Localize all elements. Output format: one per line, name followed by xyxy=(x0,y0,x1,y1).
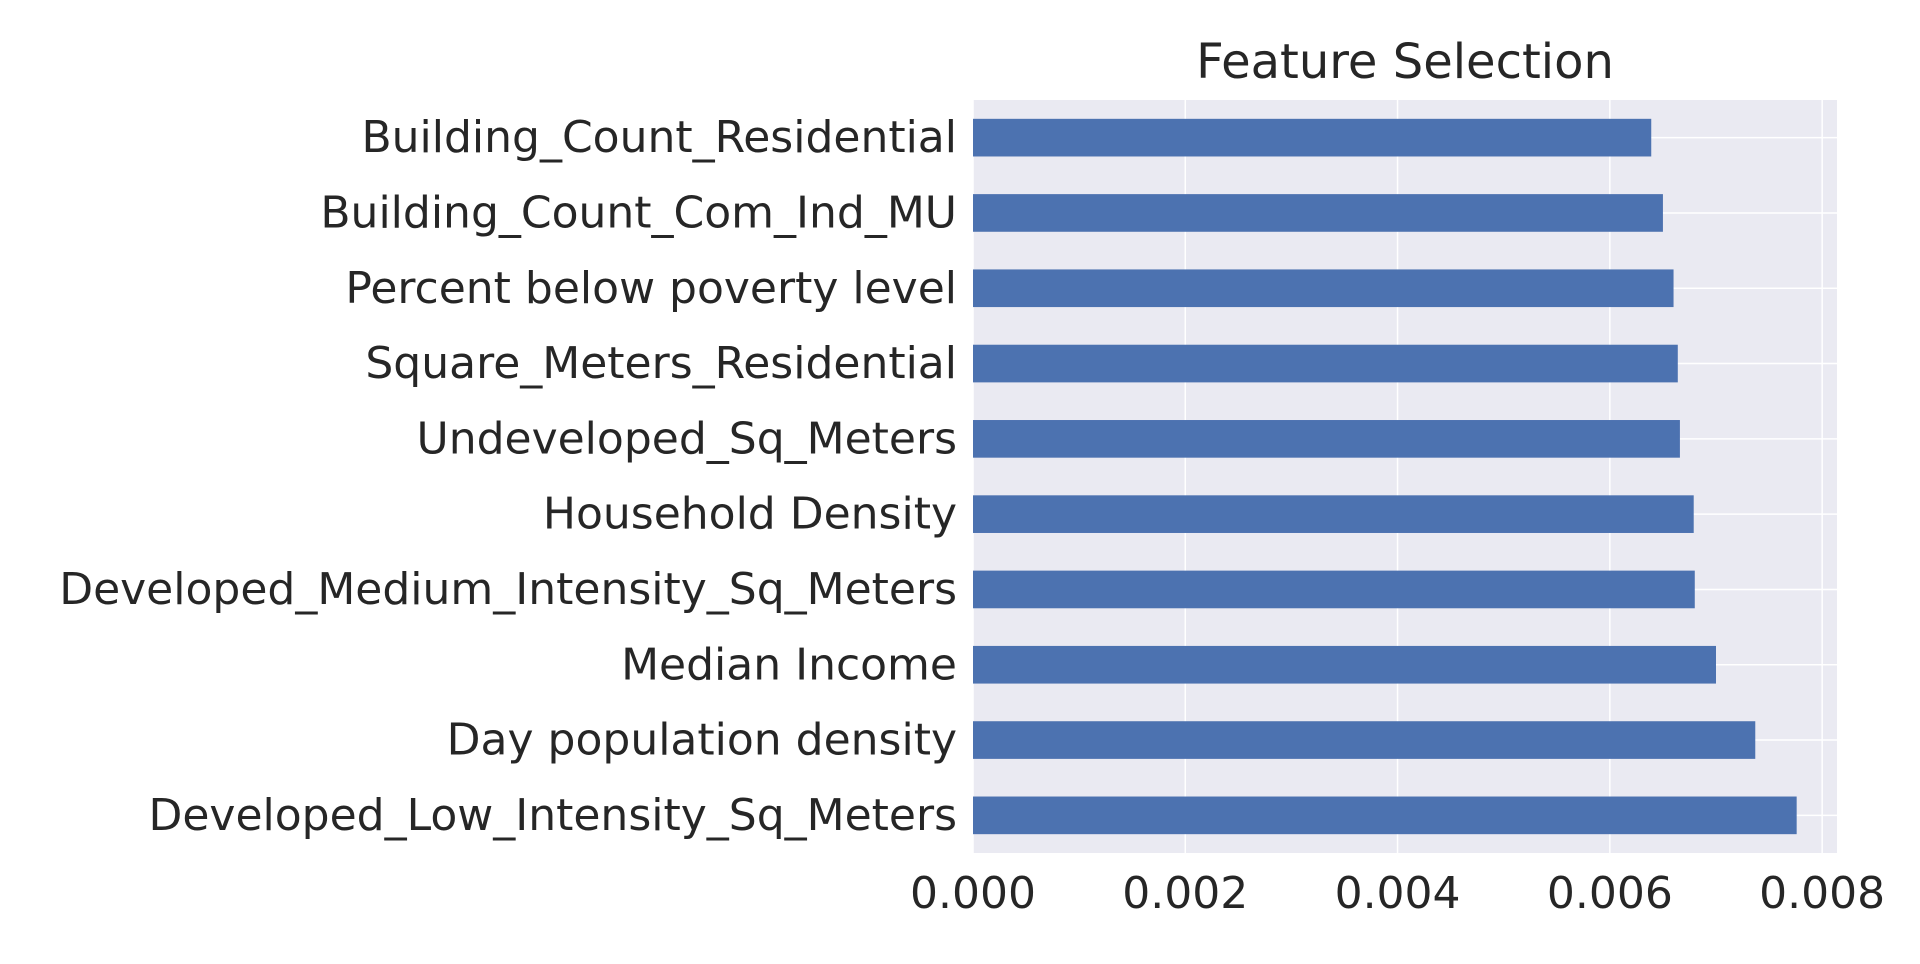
bar xyxy=(973,570,1695,609)
x-tick-labels: 0.000 0.002 0.004 0.006 0.008 xyxy=(910,868,1885,919)
y-tick-label: Building_Count_Residential xyxy=(361,112,957,163)
y-tick-label: Household Density xyxy=(543,489,957,540)
bar xyxy=(973,796,1797,835)
bar xyxy=(973,645,1716,684)
bar xyxy=(973,344,1678,383)
bar xyxy=(973,495,1694,533)
chart-title: Feature Selection xyxy=(1196,34,1614,90)
category-labels: Developed_Low_Intensity_Sq_Meters Day pop… xyxy=(59,112,957,841)
bar xyxy=(973,420,1680,458)
bar xyxy=(973,118,1652,157)
x-tick-label: 0.006 xyxy=(1547,868,1673,919)
y-tick-label: Percent below poverty level xyxy=(345,263,957,314)
y-tick-label: Median Income xyxy=(621,639,957,690)
y-tick-label: Building_Count_Com_Ind_MU xyxy=(320,187,957,238)
x-tick-label: 0.002 xyxy=(1122,868,1248,919)
bar xyxy=(973,194,1663,232)
bar xyxy=(973,269,1674,308)
y-tick-label: Day population density xyxy=(447,715,957,766)
x-tick-label: 0.000 xyxy=(910,868,1036,919)
bar xyxy=(973,721,1756,759)
x-tick-label: 0.008 xyxy=(1759,868,1885,919)
y-tick-label: Square_Meters_Residential xyxy=(365,338,957,389)
y-tick-label: Developed_Low_Intensity_Sq_Meters xyxy=(148,790,957,841)
y-tick-label: Undeveloped_Sq_Meters xyxy=(416,413,957,464)
x-tick-label: 0.004 xyxy=(1335,868,1461,919)
y-tick-label: Developed_Medium_Intensity_Sq_Meters xyxy=(59,564,957,615)
bars xyxy=(973,118,1797,835)
